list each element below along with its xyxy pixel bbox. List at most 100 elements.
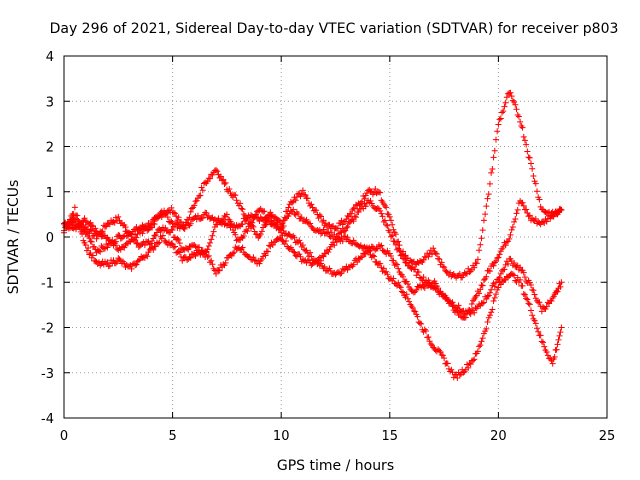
track-3-marker — [426, 338, 433, 345]
track-2-marker — [420, 274, 427, 281]
track-4-marker — [394, 239, 401, 246]
track-4-marker — [279, 220, 286, 227]
track-3-marker — [491, 294, 498, 301]
track-2-marker — [531, 291, 538, 298]
track-4-marker — [292, 197, 299, 204]
track-1-marker — [296, 237, 303, 244]
track-4-marker — [213, 167, 220, 174]
track-1-marker — [327, 267, 334, 274]
track-1-marker — [495, 254, 502, 261]
track-3-marker — [532, 320, 539, 327]
track-1-marker — [492, 258, 499, 265]
y-tick-labels: -4 -3 -2 -1 0 1 2 3 4 — [41, 50, 54, 427]
track-2-marker — [396, 247, 403, 254]
track-4-marker — [530, 173, 537, 180]
track-2-marker — [383, 221, 390, 228]
track-4-marker — [257, 231, 264, 238]
track-4-marker — [433, 250, 440, 257]
track-4-marker — [499, 109, 506, 116]
track-2-marker — [368, 200, 375, 207]
track-3-marker — [305, 256, 312, 263]
track-4-marker — [395, 238, 402, 245]
track-3-marker — [476, 343, 483, 350]
track-1-marker — [175, 214, 182, 221]
track-3-marker — [486, 312, 493, 319]
track-2-marker — [232, 231, 239, 238]
track-3-marker — [410, 308, 417, 315]
track-4-marker — [156, 212, 163, 219]
track-4-marker — [75, 223, 82, 230]
track-2-marker — [209, 232, 216, 239]
track-1-marker — [537, 221, 544, 228]
track-3-marker — [418, 320, 425, 327]
track-2-marker — [295, 210, 302, 217]
track-3-marker — [390, 275, 397, 282]
track-2-marker — [449, 299, 456, 306]
track-2-marker — [455, 302, 462, 309]
track-3-marker — [538, 338, 545, 345]
track-4-marker — [263, 220, 270, 227]
track-3-marker — [412, 308, 419, 315]
track-3-marker — [74, 212, 81, 219]
track-2-marker — [83, 229, 90, 236]
track-2-marker — [538, 308, 545, 315]
track-2-marker — [208, 236, 215, 243]
track-4-marker — [488, 169, 495, 176]
track-2-marker — [261, 208, 268, 215]
track-3-marker — [558, 324, 565, 331]
track-2-marker — [351, 213, 358, 220]
track-4-marker — [474, 256, 481, 263]
x-tick-label: 25 — [599, 429, 616, 444]
track-4-marker — [88, 222, 95, 229]
track-4-marker — [250, 223, 257, 230]
track-2-marker — [497, 270, 504, 277]
track-3-marker — [362, 245, 369, 252]
track-3-marker — [535, 328, 542, 335]
track-4-marker — [285, 204, 292, 211]
track-4-marker — [519, 124, 526, 131]
track-4-marker — [238, 205, 245, 212]
y-tick-label: -4 — [41, 412, 54, 427]
track-1-marker — [321, 263, 328, 270]
track-4-marker — [207, 175, 214, 182]
track-3-marker — [531, 317, 538, 324]
track-3-marker — [186, 254, 193, 261]
track-2-marker — [320, 226, 327, 233]
track-3-marker — [395, 279, 402, 286]
track-3-marker — [437, 349, 444, 356]
track-3-marker — [79, 230, 86, 237]
track-3-marker — [363, 244, 370, 251]
track-4-marker — [302, 192, 309, 199]
track-3-marker — [209, 261, 216, 268]
y-tick-label: 0 — [46, 231, 54, 246]
track-4-marker — [187, 208, 194, 215]
track-3-marker — [427, 340, 434, 347]
plot-border — [63, 55, 608, 419]
track-1-marker — [490, 262, 497, 269]
track-3-marker — [444, 360, 451, 367]
track-2-marker — [205, 242, 212, 249]
track-1-marker — [491, 259, 498, 266]
track-2-marker — [432, 285, 439, 292]
track-3-marker — [549, 360, 556, 367]
track-4-marker — [512, 101, 519, 108]
track-3-marker — [521, 291, 528, 298]
track-3-marker — [456, 371, 463, 378]
track-2-marker — [343, 224, 350, 231]
track-2-marker — [298, 214, 305, 221]
plot-frame — [63, 55, 608, 419]
track-4-marker — [529, 165, 536, 172]
track-4-marker — [308, 201, 315, 208]
track-2-marker — [415, 269, 422, 276]
track-1-marker — [477, 286, 484, 293]
track-3-marker — [488, 309, 495, 316]
track-3-marker — [132, 262, 139, 269]
track-4-marker — [198, 184, 205, 191]
track-3-marker — [400, 289, 407, 296]
track-1-marker — [523, 206, 530, 213]
track-4-marker — [532, 180, 539, 187]
track-2-marker — [377, 207, 384, 214]
track-3-marker — [527, 307, 534, 314]
track-4-marker — [193, 197, 200, 204]
track-3-marker — [187, 254, 194, 261]
